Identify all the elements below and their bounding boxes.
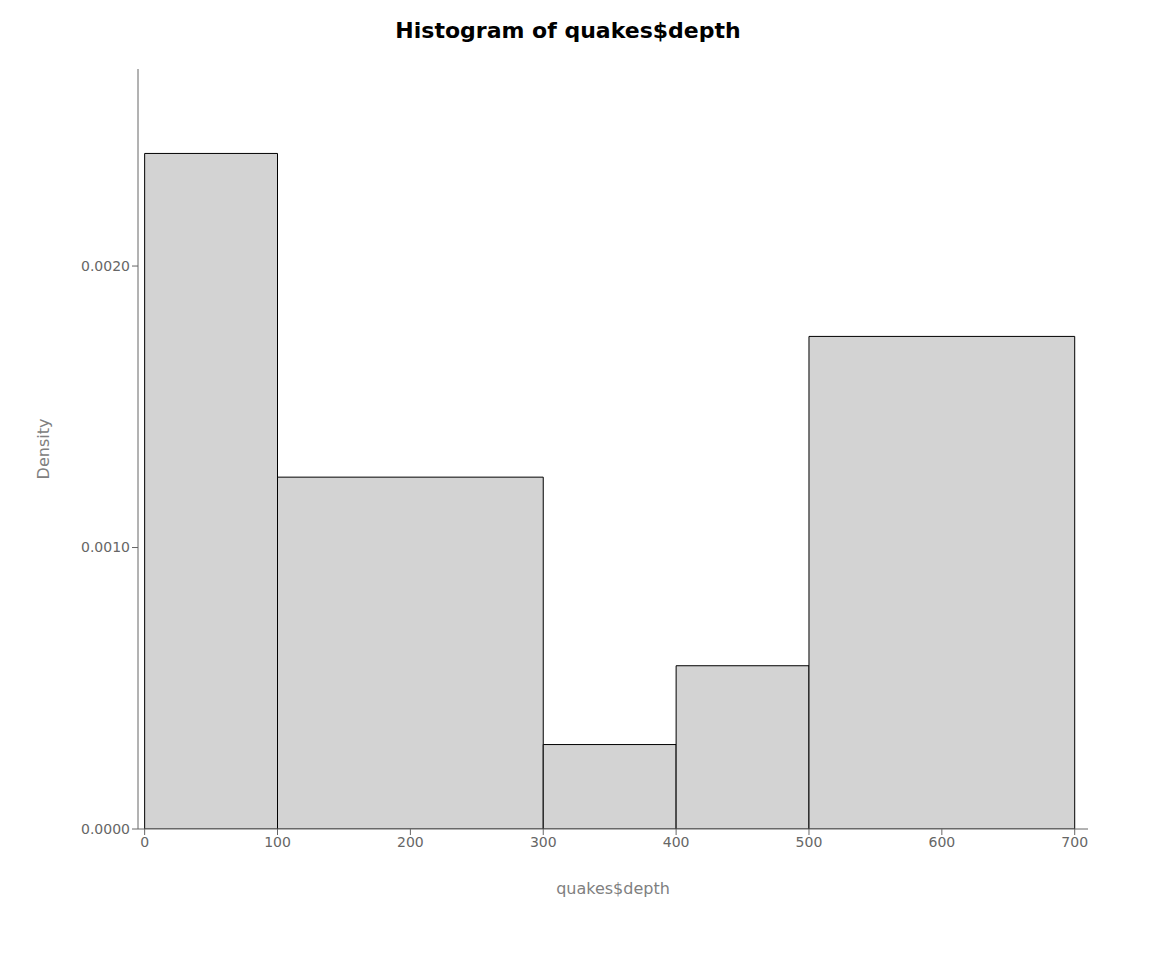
svg-text:500: 500 (796, 834, 823, 850)
svg-text:0.0010: 0.0010 (81, 539, 130, 555)
svg-text:0.0000: 0.0000 (81, 821, 130, 837)
svg-text:600: 600 (928, 834, 955, 850)
svg-text:100: 100 (264, 834, 291, 850)
svg-text:0: 0 (140, 834, 149, 850)
svg-text:Density: Density (34, 419, 53, 480)
svg-text:400: 400 (663, 834, 690, 850)
svg-text:quakes$depth: quakes$depth (556, 879, 670, 898)
svg-text:200: 200 (397, 834, 424, 850)
svg-text:700: 700 (1061, 834, 1088, 850)
svg-text:0.0020: 0.0020 (81, 258, 130, 274)
svg-text:300: 300 (530, 834, 557, 850)
html-text:Histogram of quakes$depth: Histogram of quakes$depth (395, 18, 741, 43)
